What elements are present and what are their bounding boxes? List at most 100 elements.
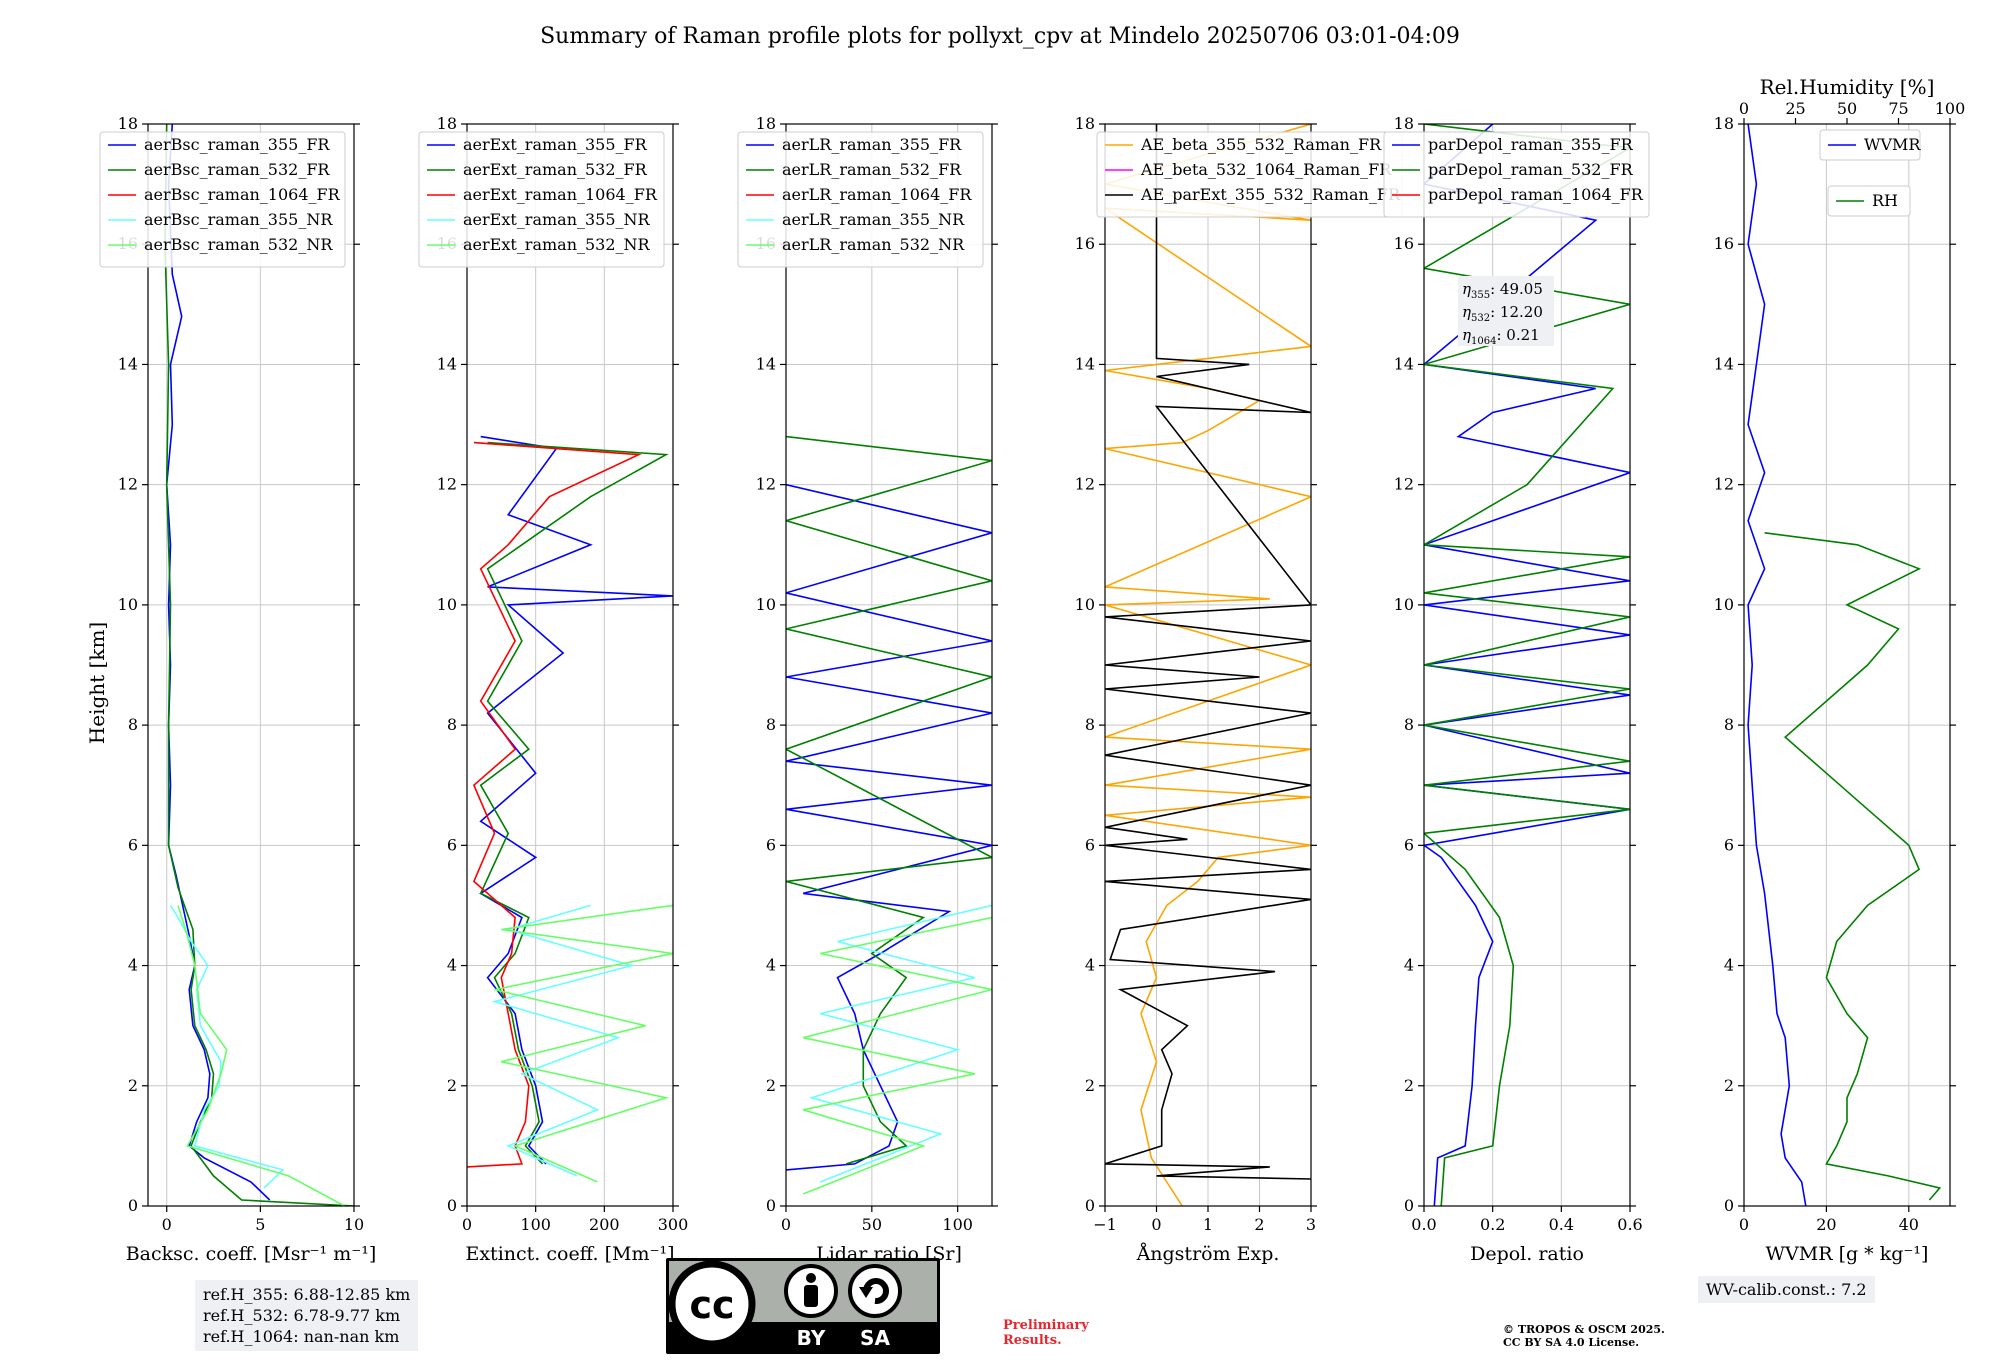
series-line-aerExt_raman_532_FR [479, 441, 669, 1165]
copyright-line-1: © TROPOS & OSCM 2025. [1503, 1323, 1665, 1336]
legend-box [1827, 185, 1911, 217]
plot-frame [1423, 123, 1631, 1207]
y-tick-label: 14 [1714, 354, 1734, 373]
ref-height-355: ref.H_355: 6.88-12.85 km [203, 1285, 411, 1304]
series-line-RH [1764, 532, 1942, 1201]
y-tick-label: 4 [1085, 956, 1095, 975]
legend-label: aerLR_raman_1064_FR [782, 185, 972, 204]
x-tick-label: 40 [1899, 1215, 1919, 1234]
panel-extinction: 0246810121416180100200300Extinct. coeff.… [418, 114, 689, 1265]
y-tick-label: 8 [128, 715, 138, 734]
x-top-tick-label: 75 [1888, 99, 1908, 118]
x-axis-label: WVMR [g * kg⁻¹] [1766, 1243, 1929, 1265]
y-tick-label: 18 [118, 114, 138, 133]
x-top-tick-label: 0 [1739, 99, 1749, 118]
x-tick-label: −1 [1093, 1215, 1117, 1234]
y-tick-label: 14 [1075, 354, 1095, 373]
y-tick-label: 0 [447, 1196, 457, 1215]
y-tick-label: 0 [1085, 1196, 1095, 1215]
y-tick-label: 8 [1404, 715, 1414, 734]
legend-label: aerBsc_raman_532_NR [144, 235, 333, 254]
x-axis-label: Extinct. coeff. [Mm⁻¹] [465, 1243, 674, 1265]
series-line-parDepol_raman_355_FR [1424, 124, 1630, 1206]
legend-label: aerBsc_raman_532_FR [144, 160, 330, 179]
legend-box [99, 131, 346, 268]
y-tick-label: 18 [1075, 114, 1095, 133]
wv-calibration-box: WV-calib.const.: 7.2 [1698, 1276, 1875, 1303]
series-line-aerExt_raman_532_NR [494, 904, 673, 1183]
legend-label: aerBsc_raman_355_FR [144, 135, 330, 154]
eta-annotation: η532: 12.20 [1462, 303, 1543, 324]
y-tick-label: 14 [118, 354, 138, 373]
legend-label: parDepol_raman_532_FR [1428, 160, 1634, 179]
series-line-aerExt_raman_1064_FR [467, 441, 642, 1168]
series-line-aerExt_raman_355_FR [479, 435, 673, 1165]
x-tick-label: 0.0 [1411, 1215, 1436, 1234]
y-tick-label: 2 [766, 1076, 776, 1095]
y-tick-label: 10 [1394, 595, 1414, 614]
x-tick-label: 20 [1816, 1215, 1836, 1234]
preliminary-results-note: Preliminary Results. [1003, 1318, 1089, 1348]
y-tick-label: 10 [437, 595, 457, 614]
y-tick-label: 12 [437, 475, 457, 494]
x-tick-label: 0 [1739, 1215, 1749, 1234]
x-tick-label: 0.6 [1617, 1215, 1642, 1234]
y-tick-label: 4 [128, 956, 138, 975]
y-tick-label: 14 [1394, 354, 1414, 373]
plot-frame [785, 123, 993, 1207]
y-tick-label: 14 [437, 354, 457, 373]
eta-annotation: η355: 49.05 [1462, 280, 1543, 301]
x-tick-label: 0 [162, 1215, 172, 1234]
cc-by-sa-license-logo: cc BY SA [666, 1258, 940, 1354]
x-tick-label: 300 [658, 1215, 689, 1234]
y-tick-label: 4 [1724, 956, 1734, 975]
y-tick-label: 8 [766, 715, 776, 734]
x-tick-label: 0 [1151, 1215, 1161, 1234]
x-tick-label: 5 [255, 1215, 265, 1234]
y-tick-label: 2 [1085, 1076, 1095, 1095]
y-tick-label: 8 [447, 715, 457, 734]
legend-label: WVMR [1864, 135, 1921, 154]
legend-label: aerExt_raman_532_NR [463, 235, 651, 254]
legend-box [1819, 129, 1921, 161]
preliminary-line-2: Results. [1003, 1333, 1062, 1348]
y-tick-label: 2 [128, 1076, 138, 1095]
eta-annotation-box [1458, 276, 1554, 346]
x-axis-label: Ångström Exp. [1136, 1243, 1280, 1265]
legend-label: AE_parExt_355_532_Raman_FR [1140, 185, 1401, 204]
y-tick-label: 16 [1714, 234, 1734, 253]
series-line-aerBsc_raman_532_FR [164, 124, 354, 1206]
legend-box [418, 131, 665, 268]
x-tick-label: 10 [344, 1215, 364, 1234]
legend-label: aerExt_raman_1064_FR [463, 185, 658, 204]
series-line-aerLR_raman_532_NR [802, 916, 992, 1195]
y-tick-label: 10 [118, 595, 138, 614]
x-tick-label: 0.4 [1549, 1215, 1574, 1234]
y-tick-label: 4 [447, 956, 457, 975]
legend-label: parDepol_raman_1064_FR [1428, 185, 1644, 204]
y-tick-label: 6 [128, 835, 138, 854]
y-tick-label: 0 [1724, 1196, 1734, 1215]
reference-height-box: ref.H_355: 6.88-12.85 km ref.H_532: 6.78… [195, 1280, 419, 1351]
x-tick-label: 100 [942, 1215, 973, 1234]
y-tick-label: 18 [756, 114, 776, 133]
legend-box [1383, 131, 1650, 218]
legend-label: aerLR_raman_355_FR [782, 135, 962, 154]
y-tick-label: 16 [1075, 234, 1095, 253]
preliminary-line-1: Preliminary [1003, 1318, 1089, 1333]
y-tick-label: 14 [756, 354, 776, 373]
copyright-line-2: CC BY SA 4.0 License. [1503, 1336, 1640, 1349]
y-axis-label: Height [km] [85, 622, 109, 744]
legend-label: RH [1872, 191, 1898, 210]
y-tick-label: 18 [437, 114, 457, 133]
y-tick-label: 18 [1714, 114, 1734, 133]
y-tick-label: 0 [766, 1196, 776, 1215]
x-top-axis-label: Rel.Humidity [%] [1760, 75, 1935, 99]
legend-label: parDepol_raman_355_FR [1428, 135, 1634, 154]
y-tick-label: 12 [1075, 475, 1095, 494]
y-tick-label: 6 [1404, 835, 1414, 854]
y-tick-label: 6 [1724, 835, 1734, 854]
y-tick-label: 0 [128, 1196, 138, 1215]
y-tick-label: 2 [1724, 1076, 1734, 1095]
